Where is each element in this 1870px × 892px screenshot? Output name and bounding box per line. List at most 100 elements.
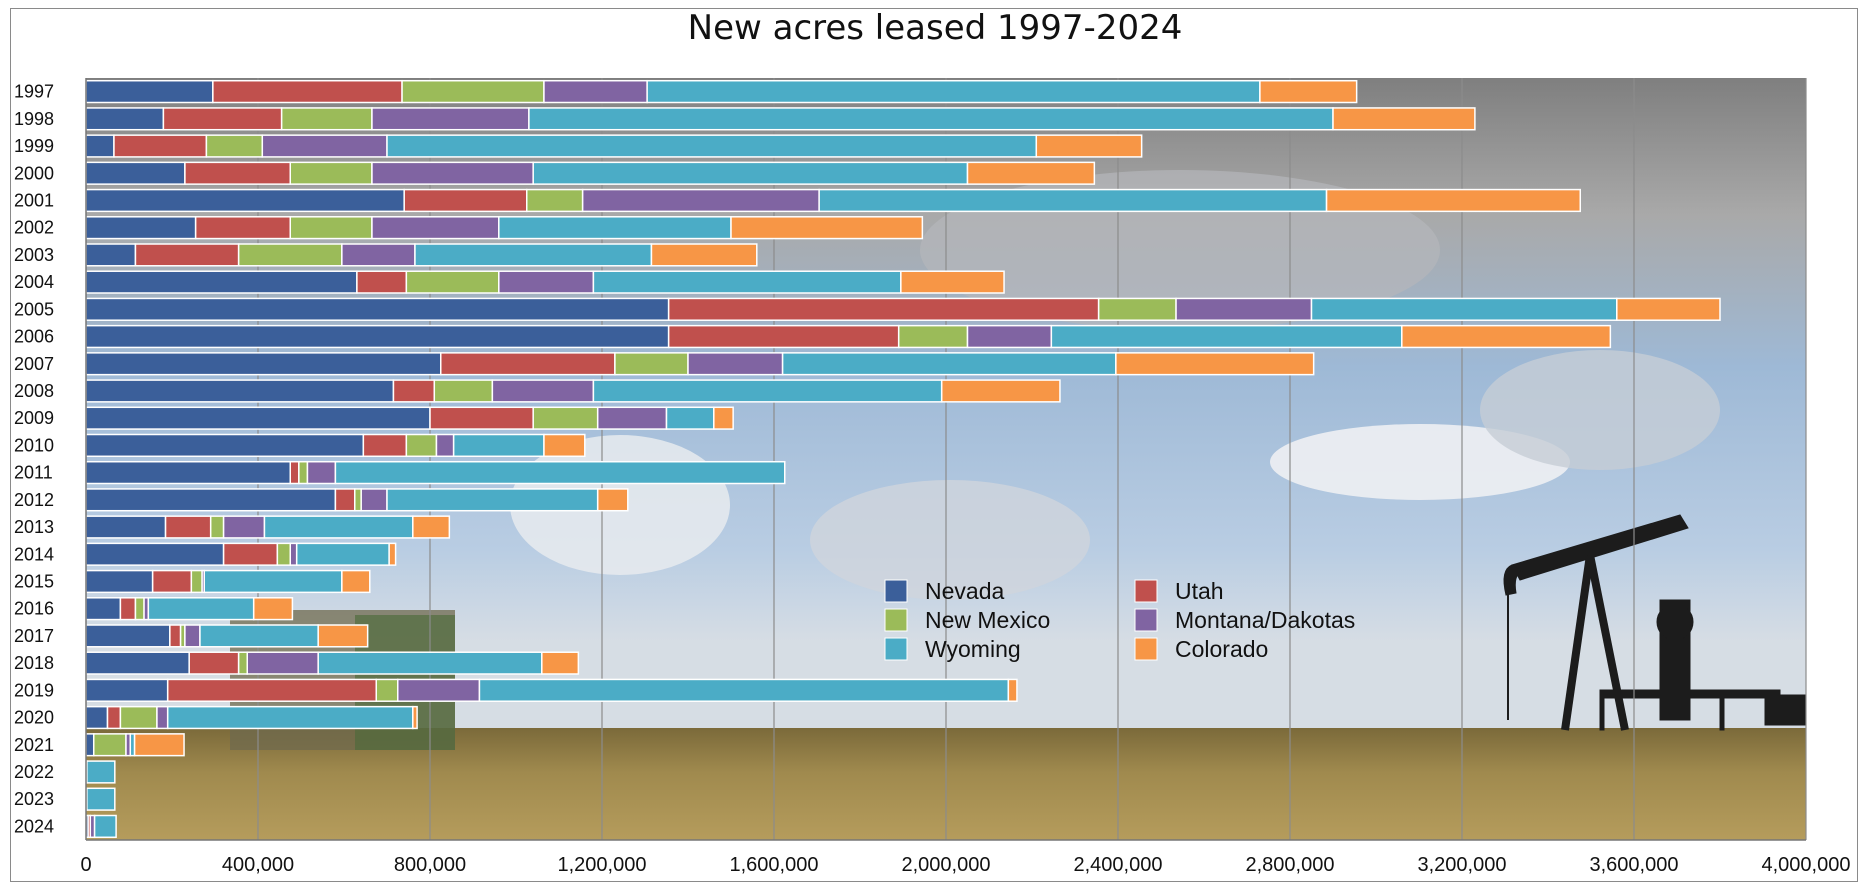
legend-swatch — [884, 637, 908, 661]
bar-segment — [295, 542, 390, 566]
bar-segment — [113, 134, 208, 158]
bar-segment — [356, 270, 408, 294]
bar-segment — [85, 433, 365, 458]
legend-label: Utah — [1175, 578, 1224, 604]
y-tick-label: 1999 — [14, 136, 54, 156]
bar-segment — [388, 542, 397, 566]
bar-segment — [665, 406, 715, 430]
bar-segment — [237, 651, 248, 675]
y-tick-label: 2012 — [14, 490, 54, 510]
bar-segment — [85, 134, 115, 158]
bar-segment — [222, 542, 279, 566]
bar-segment — [85, 107, 165, 131]
bar-segment — [280, 107, 373, 131]
bar-segment — [940, 379, 1061, 403]
bar-segment — [498, 216, 732, 240]
x-tick-label: 0 — [80, 854, 91, 876]
y-tick-label: 2009 — [14, 408, 54, 428]
bar-segment — [85, 651, 190, 675]
bar-segment — [188, 651, 240, 675]
x-tick-label: 3,200,000 — [1418, 854, 1507, 876]
bar-segment — [543, 79, 648, 104]
bar-segment — [362, 433, 408, 458]
bar-segment — [85, 624, 171, 648]
bar-segment — [317, 624, 369, 648]
y-tick-label: 2010 — [14, 435, 54, 455]
legend-label: Colorado — [1175, 636, 1268, 662]
bar-segment — [1259, 79, 1358, 104]
bar-segment — [147, 597, 255, 621]
legend-label: Montana/Dakotas — [1175, 607, 1355, 633]
bar-segment — [375, 678, 399, 702]
y-tick-label: 2021 — [14, 735, 54, 755]
bar-segment — [85, 597, 122, 621]
bar-segment — [162, 107, 283, 131]
bar-segment — [541, 651, 580, 675]
bar-segment — [106, 705, 122, 730]
bar-segment — [341, 243, 416, 267]
bar-segment — [212, 79, 403, 104]
bar-segment — [687, 352, 784, 376]
y-tick-label: 2001 — [14, 190, 54, 210]
cloud-shape — [810, 480, 1090, 600]
bar-segment — [289, 460, 300, 485]
bar-segment — [498, 270, 595, 294]
bar-segment — [85, 324, 670, 349]
bar-segment — [334, 488, 356, 512]
bar-segment — [85, 216, 197, 240]
bar-segment — [184, 624, 201, 648]
bar-segment — [289, 161, 373, 185]
bar-segment — [85, 406, 431, 430]
bar-segment — [205, 134, 264, 158]
bar-segment — [85, 488, 337, 512]
bar-segment — [1097, 297, 1177, 321]
y-tick-label: 2020 — [14, 708, 54, 728]
bar-segment — [713, 406, 734, 430]
bar-segment — [397, 678, 481, 702]
bar-segment — [85, 542, 225, 566]
bar-segment — [596, 488, 629, 512]
bar-segment — [966, 324, 1053, 349]
bar-segment — [194, 216, 291, 240]
bar-segment — [405, 270, 500, 294]
pumpjack-silhouette — [1503, 514, 1806, 731]
bar-segment — [119, 705, 158, 730]
bar-segment — [184, 161, 291, 185]
bar-segment — [818, 188, 1328, 213]
bar-segment — [298, 460, 309, 485]
bar-segment — [781, 352, 1117, 376]
bar-segment — [85, 270, 358, 294]
y-tick-label: 2003 — [14, 245, 54, 265]
bar-segment — [592, 270, 902, 294]
chart-frame — [10, 8, 1858, 882]
bar-segment — [401, 79, 545, 104]
bar-segment — [528, 107, 1334, 131]
bar-segment — [317, 651, 543, 675]
x-tick-label: 800,000 — [394, 854, 466, 876]
y-tick-label: 2014 — [14, 544, 54, 564]
y-tick-label: 2005 — [14, 299, 54, 319]
bar-segment — [730, 216, 924, 240]
bar-segment — [222, 515, 266, 539]
bar-segment — [412, 515, 451, 539]
legend-label: Nevada — [925, 578, 1004, 604]
y-tick-label: 2024 — [14, 816, 54, 836]
bar-segment — [1175, 297, 1313, 321]
bar-segment — [543, 433, 586, 458]
bar-segment — [371, 161, 534, 185]
bar-segment — [1115, 352, 1315, 376]
bar-segment — [263, 515, 414, 539]
bar-segment — [237, 243, 343, 267]
y-tick-label: 2013 — [14, 517, 54, 537]
bar-segment — [412, 705, 418, 730]
bar-segment — [85, 569, 154, 594]
bar-segment — [1050, 324, 1403, 349]
x-tick-label: 1,600,000 — [730, 854, 819, 876]
bar-segment — [85, 379, 395, 403]
y-tick-label: 2004 — [14, 272, 54, 292]
bar-segment — [360, 488, 388, 512]
x-tick-label: 2,400,000 — [1074, 854, 1163, 876]
bar-segment — [306, 460, 337, 485]
bar-segment — [478, 678, 1010, 702]
y-tick-label: 2015 — [14, 571, 54, 591]
